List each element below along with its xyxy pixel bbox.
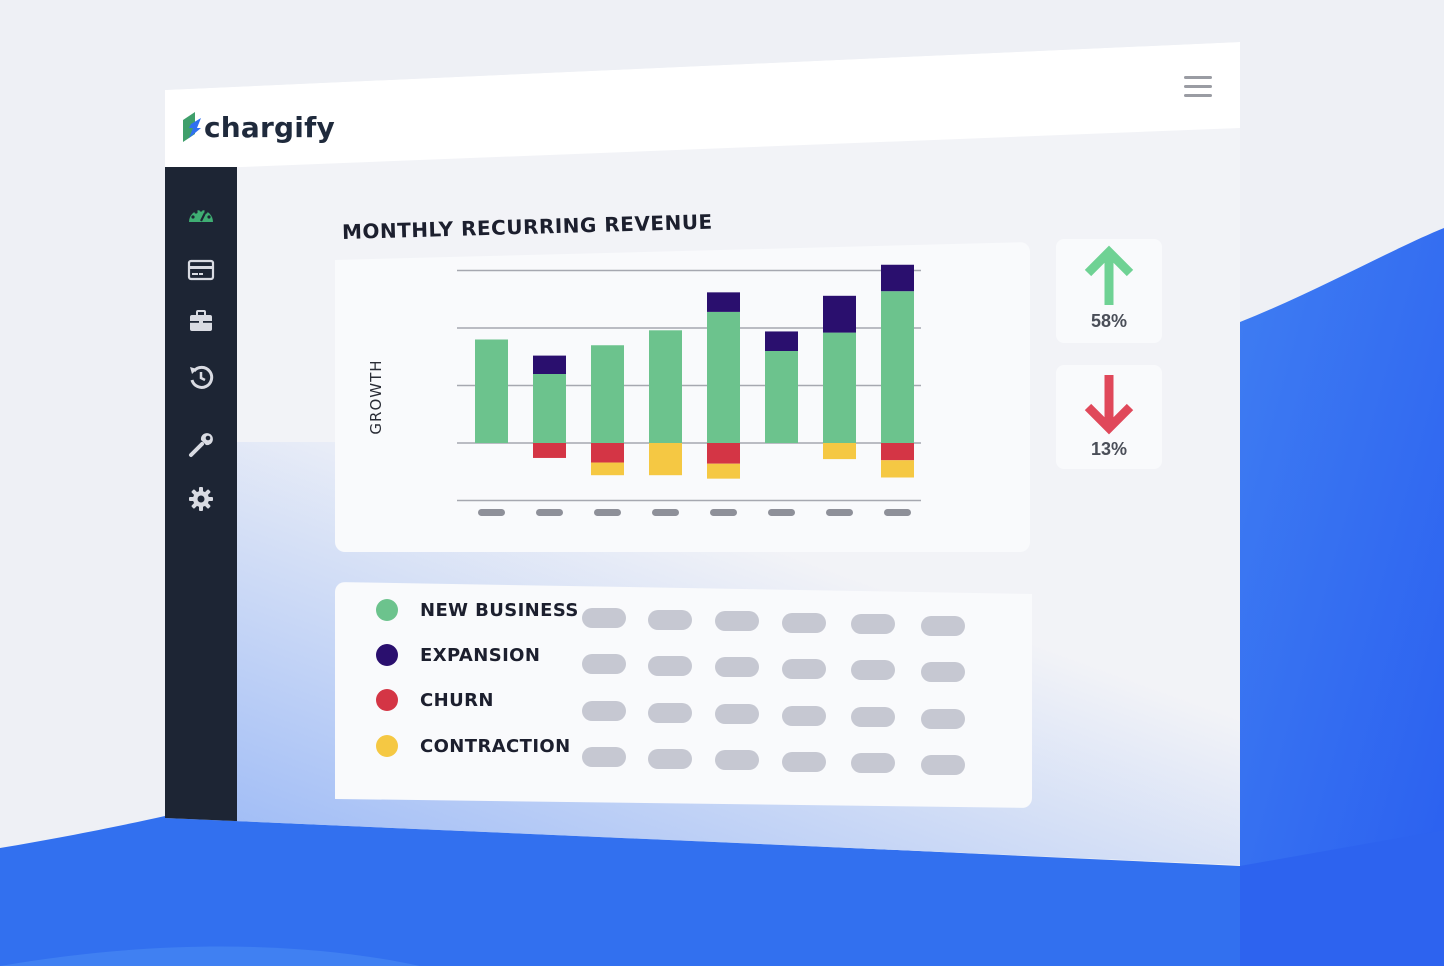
- legend-item[interactable]: EXPANSION: [376, 644, 540, 666]
- legend-item[interactable]: CONTRACTION: [376, 735, 571, 757]
- x-tick-placeholder: [884, 509, 911, 516]
- new-business-bar: [475, 339, 508, 443]
- legend-dot-icon: [376, 689, 398, 711]
- value-placeholder-pill: [851, 707, 895, 728]
- x-tick-placeholder: [536, 509, 563, 516]
- value-placeholder-pill: [921, 755, 965, 775]
- value-placeholder-pill: [921, 616, 965, 636]
- x-tick-placeholder: [710, 509, 737, 516]
- briefcase-icon[interactable]: [187, 307, 215, 335]
- value-placeholder-pill: [921, 709, 965, 729]
- value-placeholder-pill: [582, 654, 626, 674]
- legend-label: CHURN: [420, 689, 494, 711]
- value-placeholder-pill: [782, 612, 826, 633]
- x-tick-placeholder: [652, 509, 679, 516]
- x-tick-placeholder: [768, 509, 795, 516]
- contraction-bar: [881, 460, 914, 478]
- value-placeholder-pill: [715, 704, 759, 725]
- value-placeholder-pill: [715, 750, 759, 771]
- expansion-bar: [533, 355, 566, 374]
- new-business-bar: [591, 345, 624, 443]
- chart-title: MONTHLY RECURRING REVENUE: [341, 209, 713, 244]
- churn-bar: [707, 443, 740, 464]
- legend-label: EXPANSION: [420, 644, 541, 666]
- value-placeholder-pill: [648, 655, 692, 676]
- growth-down-value: 13%: [1090, 439, 1128, 459]
- history-icon[interactable]: [187, 363, 215, 391]
- contraction-bar: [707, 463, 740, 479]
- legend-dot-icon: [376, 644, 398, 666]
- value-placeholder-pill: [648, 702, 692, 723]
- value-placeholder-pill: [851, 660, 895, 681]
- new-business-bar: [707, 311, 740, 443]
- contraction-bar: [649, 443, 682, 476]
- value-placeholder-pill: [782, 751, 826, 772]
- value-placeholder-pill: [715, 611, 759, 632]
- chargify-logo-icon: [183, 112, 201, 142]
- hamburger-menu-icon[interactable]: [1184, 76, 1212, 98]
- value-placeholder-pill: [782, 658, 826, 679]
- value-placeholder-pill: [582, 701, 626, 721]
- expansion-bar: [823, 295, 856, 333]
- new-business-bar: [533, 374, 566, 443]
- legend-item[interactable]: NEW BUSINESS: [376, 599, 579, 621]
- contraction-bar: [823, 443, 856, 460]
- legend-item[interactable]: CHURN: [376, 689, 494, 711]
- contraction-bar: [591, 462, 624, 476]
- arrow-up-icon: [1084, 245, 1134, 305]
- legend-label: CONTRACTION: [420, 735, 571, 757]
- new-business-bar: [765, 351, 798, 443]
- mrr-chart: GROWTH: [367, 264, 921, 516]
- value-placeholder-pill: [782, 705, 826, 726]
- sidebar: [165, 167, 237, 865]
- brand-name: chargify: [204, 110, 335, 144]
- new-business-bar: [823, 332, 856, 443]
- legend-dot-icon: [376, 735, 398, 757]
- value-placeholder-pill: [648, 748, 692, 769]
- y-axis-label: GROWTH: [367, 359, 385, 434]
- mrr-chart-card: GROWTH: [335, 242, 1030, 552]
- expansion-bar: [707, 292, 740, 312]
- value-placeholder-pill: [851, 753, 895, 774]
- growth-down-card: 13%: [1056, 365, 1162, 469]
- legend-label: NEW BUSINESS: [420, 599, 579, 621]
- new-business-bar: [881, 291, 914, 443]
- churn-bar: [881, 443, 914, 461]
- value-placeholder-pill: [715, 657, 759, 678]
- arrow-down-icon: [1084, 375, 1134, 435]
- expansion-bar: [881, 264, 914, 292]
- x-tick-placeholder: [826, 509, 853, 516]
- wrench-icon[interactable]: [187, 431, 215, 459]
- x-tick-placeholder: [478, 509, 505, 516]
- dashboard-gauge-icon[interactable]: [187, 202, 215, 230]
- growth-up-card: 58%: [1056, 239, 1162, 343]
- x-tick-placeholder: [594, 509, 621, 516]
- churn-bar: [533, 443, 566, 458]
- credit-card-icon[interactable]: [187, 256, 215, 284]
- legend-card: NEW BUSINESS EXPANSION CHURN CONTRACTION: [335, 582, 1032, 808]
- logo[interactable]: chargify: [183, 110, 335, 144]
- app-window: chargify: [165, 42, 1240, 865]
- growth-up-value: 58%: [1090, 311, 1128, 331]
- value-placeholder-pill: [582, 608, 626, 628]
- value-placeholder-pill: [582, 747, 626, 767]
- gear-icon[interactable]: [187, 485, 215, 513]
- expansion-bar: [765, 331, 798, 351]
- value-placeholder-pill: [648, 609, 692, 630]
- new-business-bar: [649, 330, 682, 443]
- value-placeholder-pill: [921, 662, 965, 682]
- legend-dot-icon: [376, 599, 398, 621]
- churn-bar: [591, 443, 624, 463]
- value-placeholder-pill: [851, 614, 895, 635]
